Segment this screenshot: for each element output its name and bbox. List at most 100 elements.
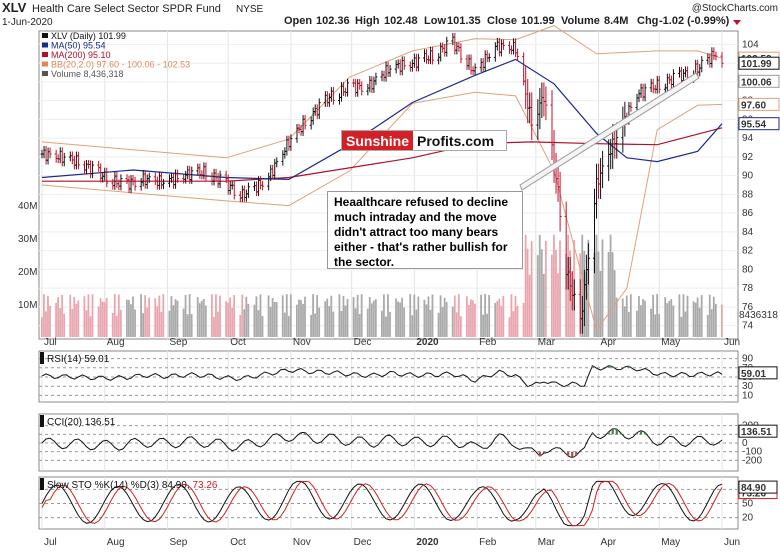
legend-entry: MA(200) 95.10 [51,50,111,60]
volume-bar [611,252,614,337]
volume-bar [59,308,62,337]
logo-part-1: Sunshine [342,131,414,150]
month-label: May [661,337,680,348]
change-label: Chg [637,15,658,27]
volume-bar [642,299,644,337]
volume-bar [712,296,715,337]
volume-bar [597,251,600,337]
bb-mid-tag [738,74,780,88]
volume-bar [310,315,312,337]
volume-bar [678,294,681,337]
volume-bar [385,316,387,337]
volume-bar [658,314,661,337]
volume-bar [338,294,341,337]
volume-bar [482,314,484,337]
volume-bar [595,234,598,337]
volume-bar [484,294,487,337]
volume-bar [302,303,304,337]
volume-bar [551,254,553,337]
volume-bar [213,316,215,337]
annotation-callout: Heaalthcare refused to decline much intr… [327,191,523,269]
volume-tick-label: 20M [18,267,37,278]
price-tick-label: 78 [742,283,754,294]
volume-bar [332,311,335,337]
bb-lower-line [41,91,723,332]
volume-bar [344,305,347,337]
price-bars [40,33,724,334]
volume-bar [229,297,232,337]
high-value: 102.48 [384,15,418,27]
volume-bar [176,300,179,337]
volume-bar [692,301,695,337]
volume-bar [587,239,590,337]
volume-bar [538,234,541,337]
month-label: Apr [601,537,617,548]
volume-bar [486,313,489,337]
bb-mid-tag-label: 100.06 [741,77,772,88]
ma50-tag [738,117,780,131]
legend-entry: Volume 8,436,318 [51,69,124,79]
volume-bar [324,301,327,337]
volume-bar [553,234,555,337]
volume-bar [510,294,513,337]
volume-bar [415,309,418,337]
volume-bar [666,303,669,337]
volume-bar [55,302,57,337]
volume-bar [459,316,462,337]
volume-bar [682,294,685,337]
volume-bar [198,303,201,337]
volume-bar [275,301,278,337]
volume-bar [115,315,118,337]
volume-bar [188,294,191,337]
volume-bar [47,295,49,337]
legend-entry: XLV (Daily) 101.99 [51,31,126,41]
volume-bar [101,301,104,337]
volume-bar [472,300,474,337]
volume-bar [202,298,205,337]
volume-bar [168,310,171,337]
volume-bar [565,253,567,337]
volume-bar [621,298,624,337]
price-tick-label: 84 [742,227,754,238]
volume-bar [283,312,286,337]
volume-bar [629,294,632,337]
sto-tick-label: 20 [742,513,754,524]
volume-bar [69,294,72,337]
cci-tick-label: -100 [742,447,762,458]
volume-bar [374,299,377,337]
volume-bar [77,300,80,337]
month-label: Nov [293,537,311,548]
volume-bar [431,294,434,337]
legend-swatch [42,33,48,38]
cci-last-tag-label: 136.51 [741,427,772,438]
volume-bar [441,307,444,337]
price-tick-label: 86 [742,208,754,219]
sto-d-last-tag-label: 73.26 [741,489,766,500]
volume-tick-label: 10M [18,300,37,311]
volume-bar [370,303,373,337]
volume-bar [352,297,355,337]
volume-bar [540,249,543,337]
volume-bars [41,234,723,337]
month-label: Oct [230,337,246,348]
volume-bar [85,310,88,337]
volume-bar [41,317,43,337]
volume-bar [615,297,618,337]
volume-bar [87,294,90,337]
x-axes: Jul Jul Aug Aug Sep Sep Oct Oct Nov Nov Dec Dec 2020… [44,337,740,548]
volume-bar [356,294,359,337]
volume-bar [427,296,430,337]
rsi-tick-label: 10 [742,390,754,401]
price-tick-label: 76 [742,302,754,313]
volume-bar [710,309,713,337]
volume-bar [468,304,470,337]
volume-bar [287,315,290,337]
volume-bar [312,294,314,337]
close-value: 101.99 [521,15,555,27]
open-value: 102.36 [316,15,350,27]
volume-bar [190,314,193,337]
close-tag-label: 101.99 [741,59,772,70]
volume-bar [457,294,460,337]
volume-bar [403,307,406,337]
volume-bar [488,294,491,337]
